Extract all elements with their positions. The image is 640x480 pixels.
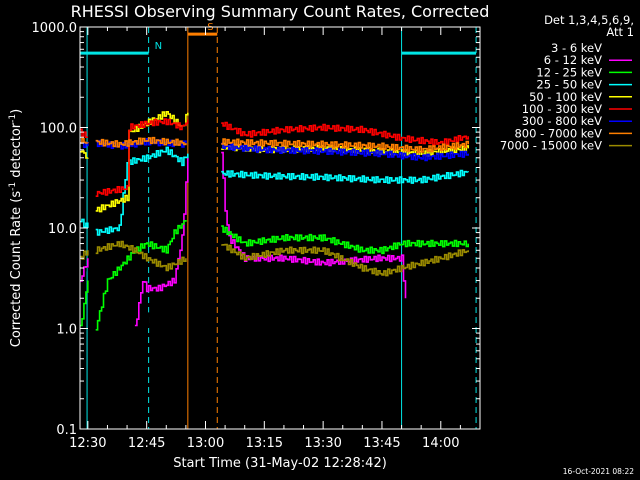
series-6-trace-2 — [221, 142, 469, 162]
series-2 — [80, 220, 469, 331]
series-3-trace-2 — [221, 169, 469, 184]
series-5-trace-1 — [95, 118, 189, 197]
series-8-trace-1 — [95, 240, 187, 272]
series-2-trace-1 — [95, 220, 187, 331]
x-tick-label-0: 12:30 — [69, 436, 106, 451]
series-1-trace-0 — [80, 258, 89, 282]
series-1-trace-1 — [134, 157, 189, 327]
x-tick-label-3: 13:15 — [246, 436, 283, 451]
series-2-trace-2 — [221, 225, 469, 255]
series-4-trace-0 — [80, 150, 89, 159]
y-axis-label: Corrected Count Rate (s-1 detector-1) — [8, 109, 24, 347]
series-3-trace-1 — [95, 146, 189, 236]
y-tick-label-4: 0.1 — [56, 423, 77, 438]
interval-lines — [86, 27, 477, 429]
x-axis-label: Start Time (31-May-02 12:28:42) — [173, 456, 387, 471]
series-group — [80, 111, 469, 333]
legend-label-4: 50 - 100 keV — [529, 90, 602, 104]
series-7-trace-1 — [95, 136, 187, 148]
legend-label-6: 300 - 800 keV — [522, 114, 602, 128]
series-8-trace-0 — [80, 250, 89, 260]
series-5-trace-2 — [221, 121, 469, 146]
series-0-trace-1 — [134, 237, 187, 331]
legend-label-3: 25 - 50 keV — [536, 78, 602, 92]
series-0-trace-2 — [223, 255, 250, 333]
x-tick-label-5: 13:45 — [363, 436, 400, 451]
series-8 — [80, 240, 469, 277]
y-tick-label-2: 10.0 — [48, 222, 77, 237]
series-7-trace-0 — [80, 137, 89, 144]
legend-header-line-2: Att 1 — [606, 25, 634, 39]
chart-title: RHESSI Observing Summary Count Rates, Co… — [71, 2, 490, 21]
x-axis-ticks: 12:30 12:45 13:00 13:15 13:30 13:45 14:00 — [69, 27, 481, 451]
legend-label-8: 7000 - 15000 keV — [500, 139, 602, 153]
flag-label-N: N — [155, 41, 162, 52]
y-tick-label-3: 1.0 — [56, 323, 77, 338]
series-7-trace-2 — [221, 138, 469, 154]
x-tick-label-2: 13:00 — [187, 436, 224, 451]
series-3-trace-0 — [80, 218, 89, 228]
series-5-trace-0 — [80, 128, 88, 138]
series-2-trace-0 — [80, 280, 89, 327]
flag-label-S: S — [207, 22, 213, 33]
series-8-trace-2 — [221, 243, 469, 277]
series-3 — [80, 146, 469, 236]
series-5 — [80, 118, 469, 197]
x-tick-label-4: 13:30 — [304, 436, 341, 451]
flag-bars: NS — [80, 22, 477, 55]
y-tick-label-1: 100.0 — [40, 122, 77, 137]
x-tick-label-6: 14:00 — [422, 436, 459, 451]
legend-label-5: 100 - 300 keV — [522, 102, 602, 116]
legend-header-line-1: Det 1,3,4,5,6,9, — [544, 13, 634, 27]
legend-label-2: 12 - 25 keV — [536, 65, 602, 79]
legend-label-1: 6 - 12 keV — [544, 53, 602, 67]
generation-timestamp: 16-Oct-2021 08:22 — [563, 467, 634, 476]
legend-label-0: 3 - 6 keV — [551, 41, 602, 55]
x-tick-label-1: 12:45 — [128, 436, 165, 451]
legend-label-7: 800 - 7000 keV — [514, 126, 602, 140]
y-tick-label-0: 1000.0 — [32, 21, 78, 36]
y-axis-ticks: 1000.0 100.0 10.0 1.0 0.1 — [32, 21, 480, 438]
series-7 — [80, 136, 469, 154]
